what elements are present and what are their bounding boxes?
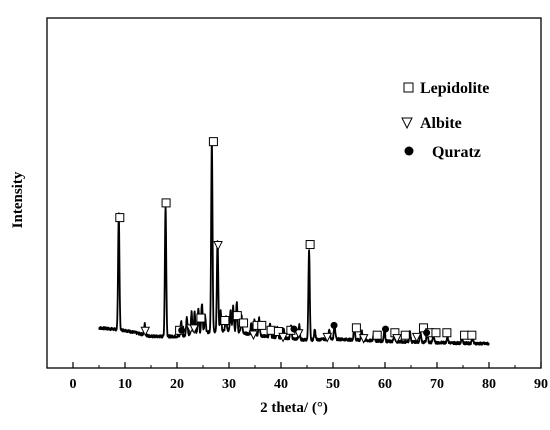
- legend-label-albite: Albite: [420, 115, 462, 132]
- albite-marker: [213, 241, 223, 251]
- lepidolite-marker: [467, 330, 477, 340]
- albite-marker: [278, 332, 288, 343]
- phase-markers: [115, 137, 477, 344]
- lepidolite-marker: [431, 328, 441, 338]
- legend: Lepidolite Albite Quratz: [401, 80, 489, 161]
- albite-marker: [248, 330, 259, 341]
- lepidolite-marker: [372, 330, 382, 340]
- lepidolite-marker: [208, 137, 218, 147]
- legend-marker-lepidolite: [403, 82, 414, 93]
- x-tick-label: 50: [326, 377, 340, 392]
- x-tick-label: 70: [430, 377, 444, 392]
- legend-label-lepidolite: Lepidolite: [420, 80, 489, 97]
- legend-marker-quratz: [404, 146, 414, 156]
- lepidolite-marker: [115, 213, 125, 223]
- albite-marker: [358, 334, 369, 344]
- plot-area: [98, 141, 490, 346]
- quartz-marker: [178, 326, 186, 334]
- lepidolite-marker: [273, 327, 283, 337]
- x-ticks: 0 10 20 30 40 50 60 70 80 90: [70, 362, 548, 392]
- lepidolite-marker: [351, 323, 361, 333]
- albite-marker: [293, 329, 304, 339]
- albite-marker: [392, 334, 402, 344]
- lepidolite-marker: [442, 328, 452, 338]
- legend-marker-albite: [401, 117, 413, 130]
- lepidolite-marker: [220, 316, 230, 325]
- y-axis-label: Intensity: [10, 171, 26, 228]
- lepidolite-marker: [196, 313, 206, 323]
- quartz-marker: [423, 329, 431, 337]
- albite-marker: [140, 326, 151, 337]
- quartz-marker: [290, 325, 298, 333]
- lepidolite-marker: [257, 320, 267, 330]
- x-tick-label: 10: [118, 377, 132, 392]
- quartz-marker: [330, 321, 338, 329]
- lepidolite-marker: [400, 330, 410, 340]
- lepidolite-marker: [239, 318, 249, 328]
- lepidolite-marker: [305, 240, 315, 250]
- x-tick-label: 60: [378, 377, 392, 392]
- x-tick-label: 80: [482, 377, 496, 392]
- plot-frame: [46, 17, 542, 369]
- lepidolite-marker: [232, 311, 242, 321]
- x-tick-label: 30: [222, 377, 236, 392]
- x-tick-label: 20: [170, 377, 184, 392]
- xrd-pattern-line: [98, 141, 490, 346]
- x-tick-label: 90: [534, 377, 548, 392]
- albite-marker: [189, 324, 199, 334]
- axes: [46, 17, 542, 369]
- x-tick-label: 0: [70, 377, 77, 392]
- lepidolite-marker: [161, 198, 171, 208]
- quartz-marker: [382, 325, 390, 333]
- albite-marker: [322, 332, 333, 343]
- legend-label-quratz: Quratz: [432, 144, 481, 161]
- x-tick-label: 40: [274, 377, 288, 392]
- x-axis-label: 2 theta/ (°): [260, 400, 328, 416]
- albite-marker: [411, 332, 422, 343]
